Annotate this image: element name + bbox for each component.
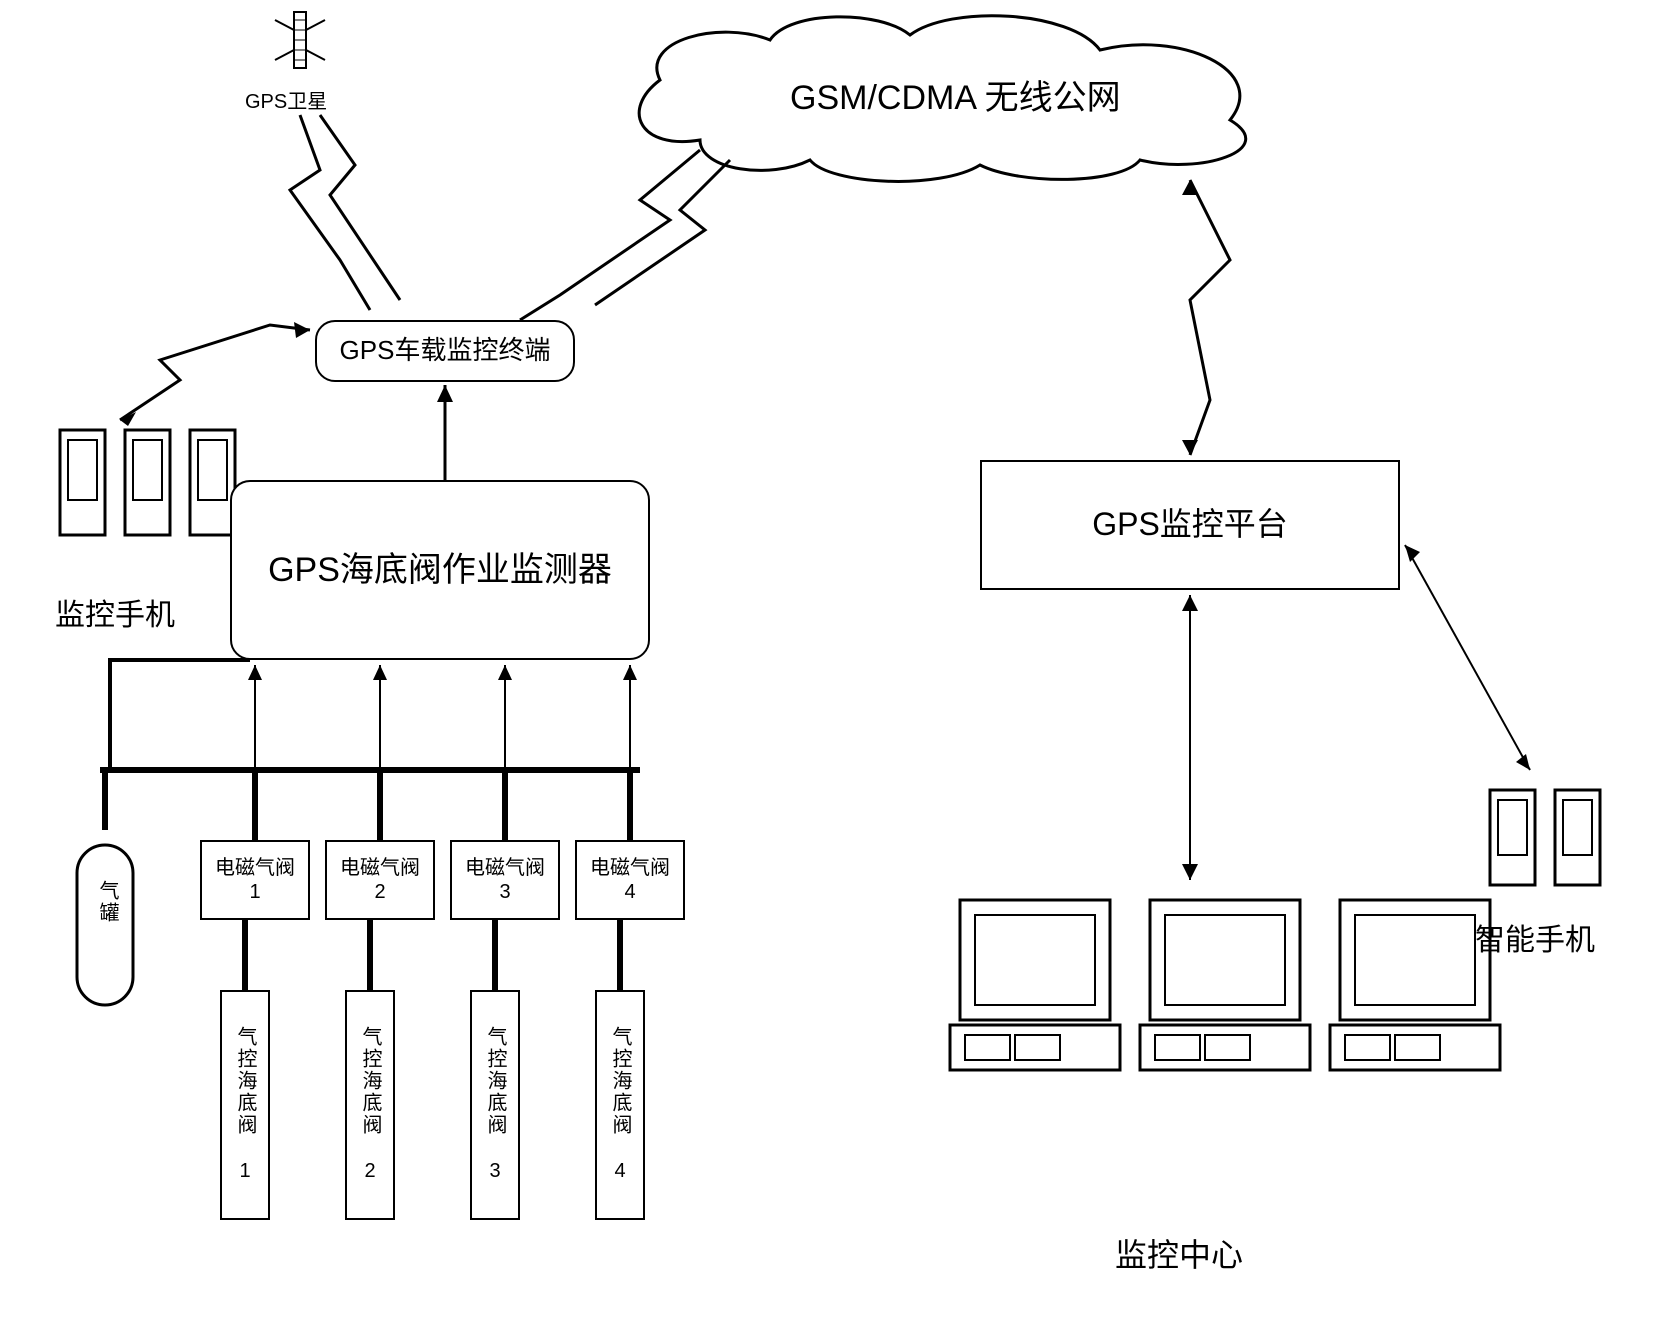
signal-sat-left [290,115,370,310]
cloud-label: GSM/CDMA 无线公网 [790,70,1121,119]
monitor-box-label: GPS海底阀作业监测器 [268,548,612,592]
pipe-4: 气控海底阀 4 [595,990,645,1220]
valve-1: 电磁气阀 1 [200,840,310,920]
phones-right-label: 智能手机 [1475,915,1595,959]
pipe-3: 气控海底阀 3 [470,990,520,1220]
signal-cloud-platform [1190,180,1230,455]
gps-terminal-label: GPS车载监控终端 [340,334,551,368]
gas-tank-label: 气罐 [93,880,122,931]
gps-terminal: GPS车载监控终端 [315,320,575,382]
pipe-1: 气控海底阀 1 [220,990,270,1220]
signal-sat-right [320,115,400,300]
phones-right [1490,790,1600,885]
valve-4: 电磁气阀 4 [575,840,685,920]
signal-phones-terminal [120,325,310,420]
signal-cloud-left [520,150,700,320]
phones-left-label: 监控手机 [55,590,175,634]
signal-cloud-right [595,160,730,305]
pipe-2: 气控海底阀 2 [345,990,395,1220]
phones-left [60,430,235,535]
platform-box: GPS监控平台 [980,460,1400,590]
bus-vertical-left [110,660,250,770]
valve-2: 电磁气阀 2 [325,840,435,920]
satellite-label: GPS卫星 [245,85,327,114]
valve-3: 电磁气阀 3 [450,840,560,920]
satellite-icon [275,12,325,68]
monitor-center-label: 监控中心 [1115,1230,1243,1276]
monitor-center-computers [950,900,1500,1070]
monitor-box: GPS海底阀作业监测器 [230,480,650,660]
platform-label: GPS监控平台 [1092,504,1288,546]
